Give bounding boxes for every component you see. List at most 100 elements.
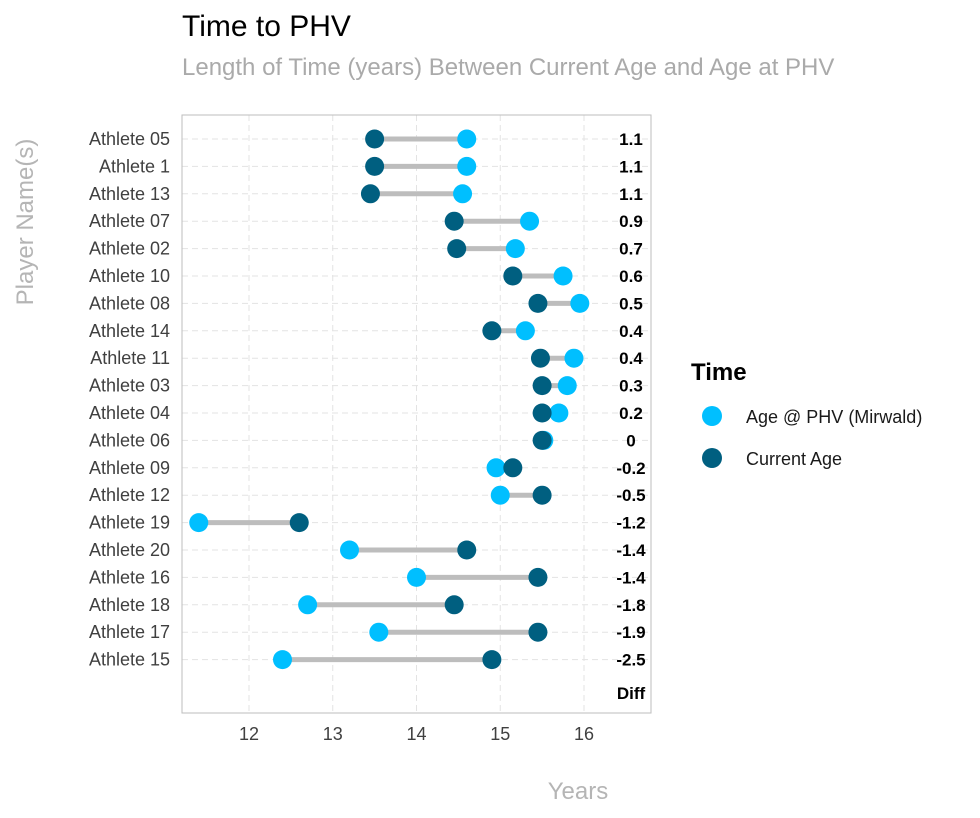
phv-point (505, 239, 525, 259)
y-tick-label: Athlete 04 (89, 403, 170, 423)
diff-label: 0.4 (619, 322, 643, 341)
phv-point (457, 156, 477, 176)
legend-key-current (702, 448, 722, 468)
y-tick-label: Athlete 17 (89, 622, 170, 642)
points (189, 129, 590, 670)
legend-title: Time (691, 359, 747, 386)
current-age-point (360, 184, 380, 204)
diff-labels: 1.1 1.1 1.1 0.9 0.7 0.6 0.5 0.4 0.4 0.3 0.2 0 -0.2 -0… (616, 130, 646, 670)
phv-point (273, 650, 292, 670)
y-tick-label: Athlete 10 (89, 266, 170, 286)
current-age-point (532, 403, 552, 423)
grid (182, 115, 651, 713)
y-tick-label: Athlete 15 (89, 650, 170, 670)
chart-subtitle: Length of Time (years) Between Current A… (182, 54, 834, 81)
diff-label: 0.3 (619, 377, 643, 396)
x-tick-label: 12 (239, 724, 259, 744)
phv-point (453, 184, 473, 204)
phv-point (557, 376, 577, 396)
y-tick-label: Athlete 14 (89, 321, 170, 341)
y-tick-label: Athlete 11 (90, 348, 170, 368)
phv-point (553, 266, 573, 286)
y-tick-label: Athlete 03 (89, 376, 170, 396)
y-tick-label: Athlete 05 (89, 129, 170, 149)
diff-label: 0 (626, 431, 635, 450)
current-age-point (457, 540, 477, 560)
y-tick-label: Athlete 20 (89, 540, 170, 560)
current-age-point (528, 293, 548, 313)
legend-label-phv: Age @ PHV (Mirwald) (746, 407, 922, 427)
current-age-point (482, 650, 502, 670)
current-age-point (482, 321, 502, 341)
diff-label: -1.2 (616, 514, 645, 533)
phv-point (340, 540, 359, 560)
x-tick-labels: 12 13 14 15 16 (239, 724, 594, 744)
y-tick-label: Athlete 12 (89, 485, 170, 505)
x-tick-label: 13 (323, 724, 343, 744)
phv-point (457, 129, 477, 149)
current-age-point (530, 348, 550, 368)
current-age-point (444, 211, 464, 231)
segments (198, 136, 580, 663)
diff-label: 0.4 (619, 349, 643, 368)
phv-point (515, 321, 535, 341)
x-tick-label: 15 (490, 724, 510, 744)
phv-point (490, 485, 510, 505)
phv-point (564, 348, 584, 368)
diff-label: 1.1 (619, 185, 643, 204)
plot-panel-border (181, 114, 652, 714)
y-tick-label: Athlete 13 (89, 184, 170, 204)
y-tick-label: Athlete 02 (89, 239, 170, 259)
current-age-point (532, 376, 552, 396)
current-age-point (532, 485, 552, 505)
phv-point (570, 293, 590, 313)
diff-label: -0.5 (616, 486, 645, 505)
y-tick-labels: Athlete 05 Athlete 1 Athlete 13 Athlete 07 A… (89, 129, 170, 670)
y-tick-label: Athlete 08 (89, 293, 170, 313)
current-age-point (503, 266, 523, 286)
diff-label: 1.1 (619, 157, 643, 176)
phv-point (189, 513, 209, 533)
diff-header: Diff (617, 684, 646, 703)
current-age-point (444, 595, 464, 615)
current-age-point (503, 458, 523, 478)
x-tick-label: 14 (406, 724, 426, 744)
phv-point (407, 567, 426, 587)
diff-label: 0.9 (619, 212, 643, 231)
diff-label: -1.4 (616, 541, 646, 560)
current-age-point (528, 567, 548, 587)
phv-point (549, 403, 569, 423)
current-age-point (447, 239, 467, 259)
diff-label: -1.8 (616, 596, 645, 615)
current-age-point (365, 156, 385, 176)
x-axis-title: Years (548, 778, 609, 805)
y-tick-label: Athlete 19 (89, 513, 170, 533)
y-tick-label: Athlete 07 (89, 211, 170, 231)
current-age-point (365, 129, 385, 149)
diff-label: 0.7 (619, 240, 643, 259)
legend-key-phv (702, 406, 722, 426)
y-tick-label: Athlete 1 (99, 156, 170, 176)
diff-label: 0.5 (619, 294, 643, 313)
current-age-point (289, 513, 309, 533)
legend-label-current: Current Age (746, 449, 842, 469)
diff-label: -1.9 (616, 623, 645, 642)
diff-label: -2.5 (616, 651, 645, 670)
legend: Time Age @ PHV (Mirwald) Current Age (691, 359, 922, 469)
diff-label: 1.1 (619, 130, 643, 149)
y-axis-title: Player Name(s) (12, 139, 39, 306)
diff-label: -0.2 (616, 459, 645, 478)
phv-point (486, 458, 506, 478)
y-tick-label: Athlete 18 (89, 595, 170, 615)
phv-point (520, 211, 540, 231)
y-tick-label: Athlete 09 (89, 458, 170, 478)
current-age-point (532, 430, 552, 450)
y-tick-label: Athlete 06 (89, 430, 170, 450)
phv-point (298, 595, 318, 615)
chart-title: Time to PHV (182, 10, 351, 43)
diff-label: 0.2 (619, 404, 643, 423)
phv-point (369, 622, 389, 642)
y-tick-label: Athlete 16 (89, 567, 170, 587)
current-age-point (528, 622, 548, 642)
diff-label: 0.6 (619, 267, 643, 286)
